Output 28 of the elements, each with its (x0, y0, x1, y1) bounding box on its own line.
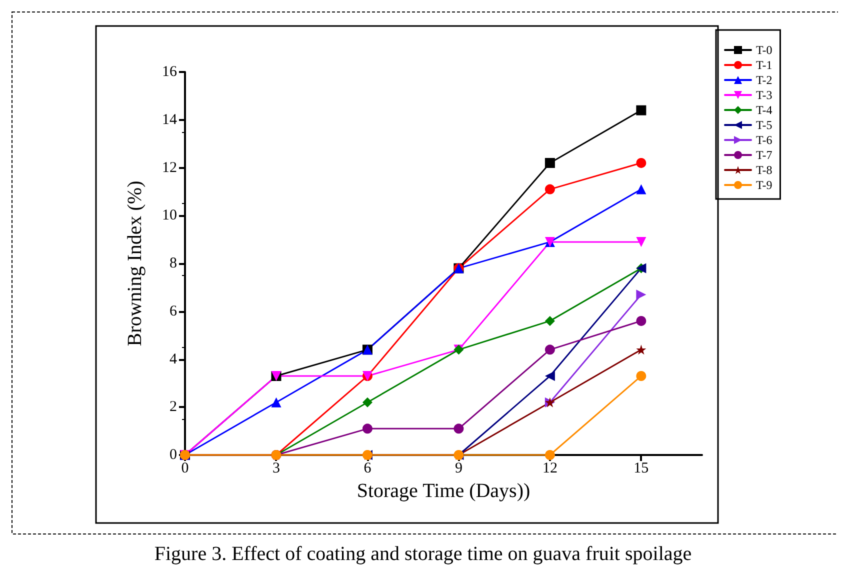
y-tick-label: 0 (170, 447, 177, 463)
y-axis-title: Browning Index (%) (124, 180, 146, 346)
y-tick-label: 14 (162, 112, 178, 128)
y-tick-label: 2 (170, 399, 177, 416)
x-tick-label: 15 (634, 460, 649, 476)
y-tick-label: 12 (162, 160, 177, 176)
y-tick-label: 6 (170, 303, 178, 320)
legend-label: T-8 (756, 163, 772, 177)
x-tick-label: 0 (181, 460, 189, 476)
legend-label: T-2 (756, 73, 772, 87)
legend-label: T-0 (756, 43, 772, 57)
y-tick-label: 16 (162, 64, 178, 80)
x-tick-label: 3 (272, 460, 280, 476)
legend-label: T-4 (756, 103, 772, 117)
legend-label: T-1 (756, 58, 772, 72)
legend-label: T-7 (756, 148, 772, 162)
legend-label: T-3 (756, 88, 772, 102)
legend-label: T-5 (756, 118, 772, 132)
x-tick-label: 9 (454, 460, 462, 476)
y-tick-label: 4 (170, 351, 178, 368)
legend-label: T-9 (756, 178, 772, 192)
y-tick-label: 8 (170, 256, 177, 272)
legend-label: T-6 (756, 133, 772, 147)
x-axis-title: Storage Time (Days)) (356, 480, 530, 502)
x-tick-label: 12 (542, 460, 558, 476)
caption: Figure 3. Effect of coating and storage time on guava fruit spoilage (154, 543, 692, 565)
x-tick-label: 6 (364, 460, 372, 476)
y-tick-label: 10 (162, 208, 177, 224)
